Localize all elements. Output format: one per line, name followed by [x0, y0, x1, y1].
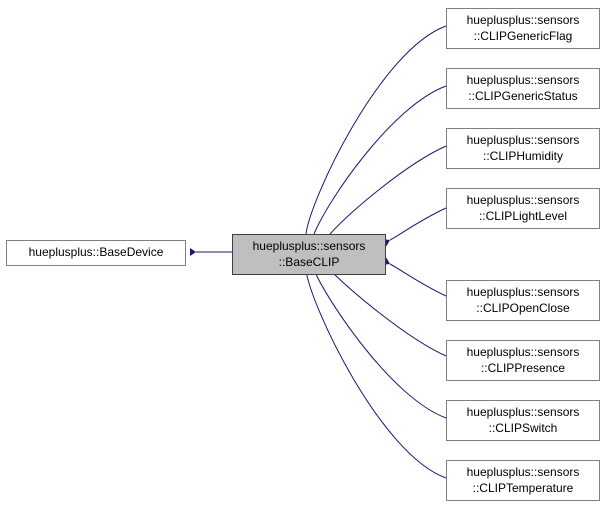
- node-label-line: ::CLIPGenericFlag: [474, 29, 573, 43]
- node-label-line: hueplusplus::sensors: [467, 133, 580, 147]
- node-label-line: hueplusplus::sensors: [467, 405, 580, 419]
- node-label-line: hueplusplus::sensors: [253, 239, 366, 253]
- node-label-line: ::CLIPTemperature: [473, 481, 574, 495]
- node-clip-light-level[interactable]: hueplusplus::sensors::CLIPLightLevel: [446, 188, 600, 229]
- edge-presence-to-base_clip: [330, 270, 446, 356]
- node-clip-temperature[interactable]: hueplusplus::sensors::CLIPTemperature: [446, 460, 600, 501]
- node-base-device[interactable]: hueplusplus::BaseDevice: [6, 240, 186, 266]
- edge-open_close-to-base_clip: [390, 264, 446, 296]
- node-label-line: ::BaseCLIP: [279, 255, 340, 269]
- node-clip-switch[interactable]: hueplusplus::sensors::CLIPSwitch: [446, 400, 600, 441]
- edge-humidity-to-base_clip: [330, 146, 446, 234]
- edge-light_level-to-base_clip: [390, 208, 446, 240]
- edge-generic_flag-to-base_clip: [306, 26, 446, 234]
- node-label-line: ::CLIPGenericStatus: [468, 89, 577, 103]
- node-label-line: hueplusplus::sensors: [467, 345, 580, 359]
- node-base-clip[interactable]: hueplusplus::sensors::BaseCLIP: [232, 234, 386, 275]
- node-label-line: hueplusplus::sensors: [467, 465, 580, 479]
- node-clip-humidity[interactable]: hueplusplus::sensors::CLIPHumidity: [446, 128, 600, 169]
- node-label-line: ::CLIPOpenClose: [476, 301, 569, 315]
- node-clip-presence[interactable]: hueplusplus::sensors::CLIPPresence: [446, 340, 600, 381]
- node-label-line: hueplusplus::sensors: [467, 73, 580, 87]
- node-clip-generic-status[interactable]: hueplusplus::sensors::CLIPGenericStatus: [446, 68, 600, 109]
- edge-generic_status-to-base_clip: [314, 86, 446, 234]
- node-clip-open-close[interactable]: hueplusplus::sensors::CLIPOpenClose: [446, 280, 600, 321]
- node-label-line: ::CLIPLightLevel: [479, 209, 567, 223]
- inheritance-diagram: hueplusplus::BaseDevice hueplusplus::sen…: [0, 0, 609, 509]
- node-label-line: hueplusplus::sensors: [467, 285, 580, 299]
- edge-switch-to-base_clip: [314, 270, 446, 418]
- node-label-line: hueplusplus::BaseDevice: [29, 245, 164, 259]
- node-label-line: ::CLIPHumidity: [483, 149, 563, 163]
- node-clip-generic-flag[interactable]: hueplusplus::sensors::CLIPGenericFlag: [446, 8, 600, 49]
- node-label-line: hueplusplus::sensors: [467, 193, 580, 207]
- node-label-line: ::CLIPSwitch: [489, 421, 558, 435]
- node-label-line: hueplusplus::sensors: [467, 13, 580, 27]
- node-label-line: ::CLIPPresence: [481, 361, 565, 375]
- edge-temperature-to-base_clip: [306, 270, 446, 478]
